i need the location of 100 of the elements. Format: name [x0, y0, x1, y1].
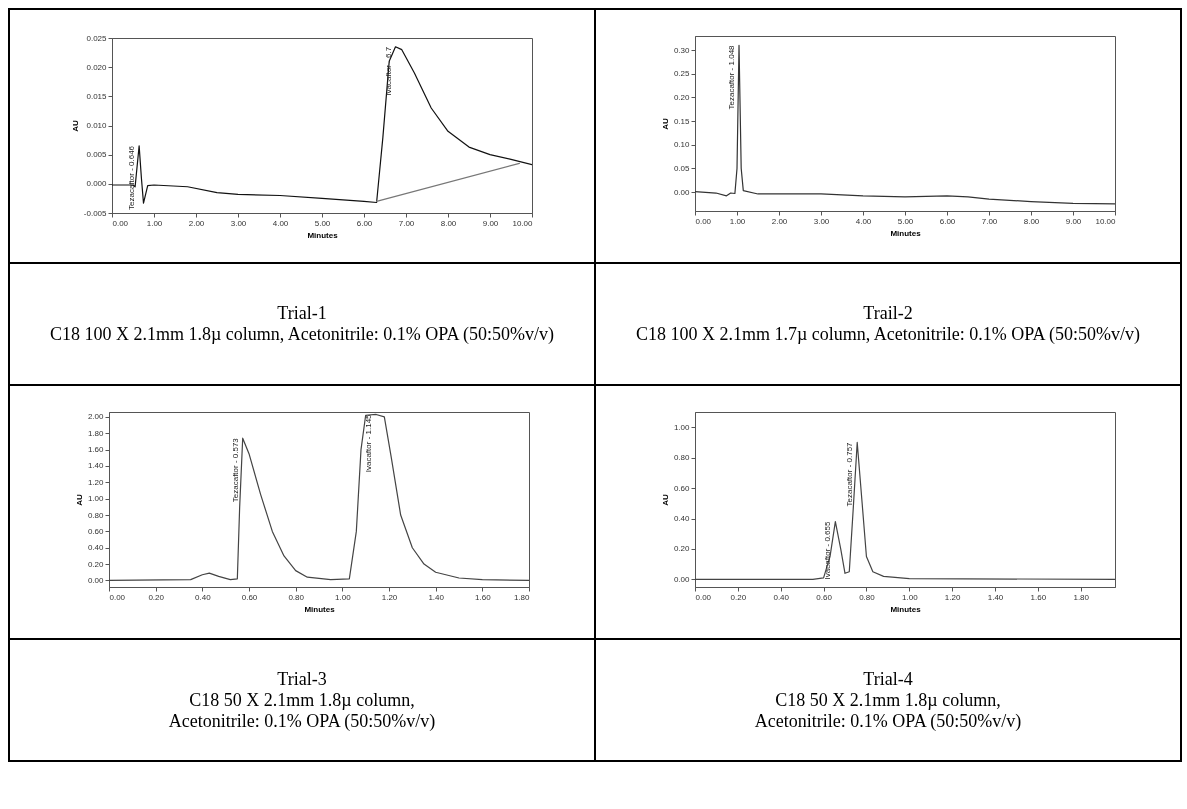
x-axis-title: Minutes — [303, 604, 335, 613]
annotation: Ivacaftor - 0.655 — [823, 520, 833, 579]
y-tick-label: 0.80 — [673, 452, 691, 462]
text: Trail-2 — [862, 303, 914, 324]
x-tick-label: 1.40 — [427, 592, 444, 601]
y-tick-label: 0.005 — [86, 149, 108, 159]
x-axis-title: Minutes — [889, 228, 921, 237]
y-tick-label: 0.25 — [673, 68, 690, 78]
text: Trial-3 — [276, 668, 328, 690]
text: C18 100 X 2.1mm 1.7µ column, Acetonitrile: 0.1% OPA (50:50%v/v) — [634, 324, 1142, 345]
y-tick-label: 1.00 — [87, 493, 104, 503]
x-tick-label: 0.40 — [194, 592, 211, 601]
y-tick-label: 0.10 — [673, 139, 690, 149]
x-tick-label: 2.00 — [771, 216, 788, 225]
text: Acetonitrile: 0.1% OPA (50:50%v/v) — [167, 710, 437, 732]
x-tick-label: 1.80 — [513, 592, 530, 601]
x-tick-label: 1.40 — [987, 592, 1004, 601]
y-tick-label: 2.00 — [87, 411, 104, 421]
y-axis-title: AU — [660, 493, 670, 506]
y-tick-label: 0.20 — [673, 543, 691, 553]
y-axis-title: AU — [74, 493, 84, 506]
y-tick-label: 0.010 — [86, 120, 108, 130]
text: Acetonitrile: 0.1% OPA (50:50%v/v) — [753, 710, 1023, 732]
y-tick-label: 0.60 — [673, 483, 691, 493]
x-axis-title: Minutes — [307, 230, 339, 239]
x-tick-label: 7.00 — [398, 218, 415, 227]
y-tick-label: -0.005 — [83, 208, 108, 217]
x-tick-label: 1.00 — [902, 592, 919, 601]
x-tick-label: 0.00 — [112, 218, 129, 227]
y-tick-label: 0.025 — [86, 33, 108, 42]
x-tick-label: 0.20 — [730, 592, 747, 601]
x-tick-label: 0.00 — [109, 592, 126, 601]
x-tick-label: 1.80 — [1073, 592, 1090, 601]
x-tick-label: 9.00 — [1065, 216, 1082, 225]
y-tick-label: 0.020 — [86, 62, 108, 72]
x-tick-label: 1.20 — [944, 592, 961, 601]
x-tick-label: 1.00 — [729, 216, 746, 225]
annotation: Ivacaftor - 1.145 — [363, 413, 373, 472]
y-axis-title: AU — [660, 117, 670, 130]
annotation: Tezacaftor - 1.048 — [726, 44, 736, 110]
y-tick-label: 1.60 — [87, 444, 104, 454]
y-tick-label: 0.05 — [673, 163, 690, 173]
x-tick-label: 3.00 — [230, 218, 247, 227]
y-tick-label: 1.20 — [87, 477, 104, 487]
x-tick-label: 0.80 — [287, 592, 304, 601]
text: C18 100 X 2.1mm 1.8µ column, Acetonitrile: 0.1% OPA (50:50%v/v) — [48, 324, 556, 345]
line-series — [695, 441, 1115, 580]
y-tick-label: 0.000 — [86, 178, 108, 188]
text: C18 50 X 2.1mm 1.8µ column, — [188, 689, 416, 711]
x-tick-label: 10.00 — [512, 218, 534, 227]
x-tick-label: 10.00 — [1094, 216, 1116, 225]
x-tick-label: 3.00 — [813, 216, 830, 225]
x-tick-label: 0.80 — [859, 592, 876, 601]
x-tick-label: 4.00 — [855, 216, 872, 225]
annotation: Tezacaftor - 0.757 — [845, 441, 855, 506]
y-tick-label: 0.40 — [673, 513, 691, 523]
x-tick-label: 5.00 — [897, 216, 914, 225]
y-tick-label: 0.20 — [673, 92, 690, 102]
y-tick-label: 0.80 — [87, 510, 104, 520]
y-tick-label: 0.015 — [86, 91, 108, 101]
y-tick-label: 0.30 — [673, 45, 690, 55]
y-tick-label: 0.00 — [673, 187, 690, 197]
x-tick-label: 0.60 — [241, 592, 258, 601]
y-axis-title: AU — [70, 119, 80, 132]
text: Trial-4 — [862, 668, 914, 690]
y-tick-label: 0.15 — [673, 116, 690, 126]
annotation: Tezacaftor - 0.646 — [127, 144, 137, 210]
x-tick-label: 4.00 — [272, 218, 289, 227]
x-tick-label: 1.20 — [381, 592, 398, 601]
y-tick-label: 1.40 — [87, 460, 104, 470]
y-tick-label: 0.00 — [673, 574, 691, 584]
x-tick-label: 6.00 — [939, 216, 956, 225]
x-tick-label: 0.40 — [773, 592, 790, 601]
y-tick-label: 0.40 — [87, 542, 104, 552]
text: C18 50 X 2.1mm 1.8µ column, — [774, 689, 1002, 711]
x-axis-title: Minutes — [890, 604, 922, 613]
x-tick-label: 1.60 — [474, 592, 491, 601]
text: Trial-1 — [276, 303, 328, 324]
x-tick-label: 8.00 — [440, 218, 457, 227]
line-series — [108, 413, 529, 581]
annotation: Ivacaftor - 6.7 — [383, 45, 393, 96]
x-tick-label: 8.00 — [1023, 216, 1040, 225]
x-tick-label: 6.00 — [356, 218, 373, 227]
x-tick-label: 0.00 — [695, 216, 712, 225]
y-tick-label: 1.80 — [87, 428, 104, 438]
x-tick-label: 0.00 — [695, 592, 712, 601]
x-tick-label: 9.00 — [482, 218, 499, 227]
y-tick-label: 1.00 — [673, 422, 691, 432]
x-tick-label: 1.60 — [1030, 592, 1047, 601]
x-tick-label: 7.00 — [981, 216, 998, 225]
y-tick-label: 0.00 — [87, 575, 104, 585]
x-tick-label: 0.60 — [816, 592, 833, 601]
y-tick-label: 0.60 — [87, 526, 104, 536]
x-tick-label: 1.00 — [146, 218, 163, 227]
x-tick-label: 5.00 — [314, 218, 331, 227]
x-tick-label: 1.00 — [334, 592, 351, 601]
annotation: Tezacaftor - 0.573 — [230, 437, 240, 502]
x-tick-label: 2.00 — [188, 218, 205, 227]
x-tick-label: 0.20 — [147, 592, 164, 601]
line-series — [694, 44, 1115, 205]
